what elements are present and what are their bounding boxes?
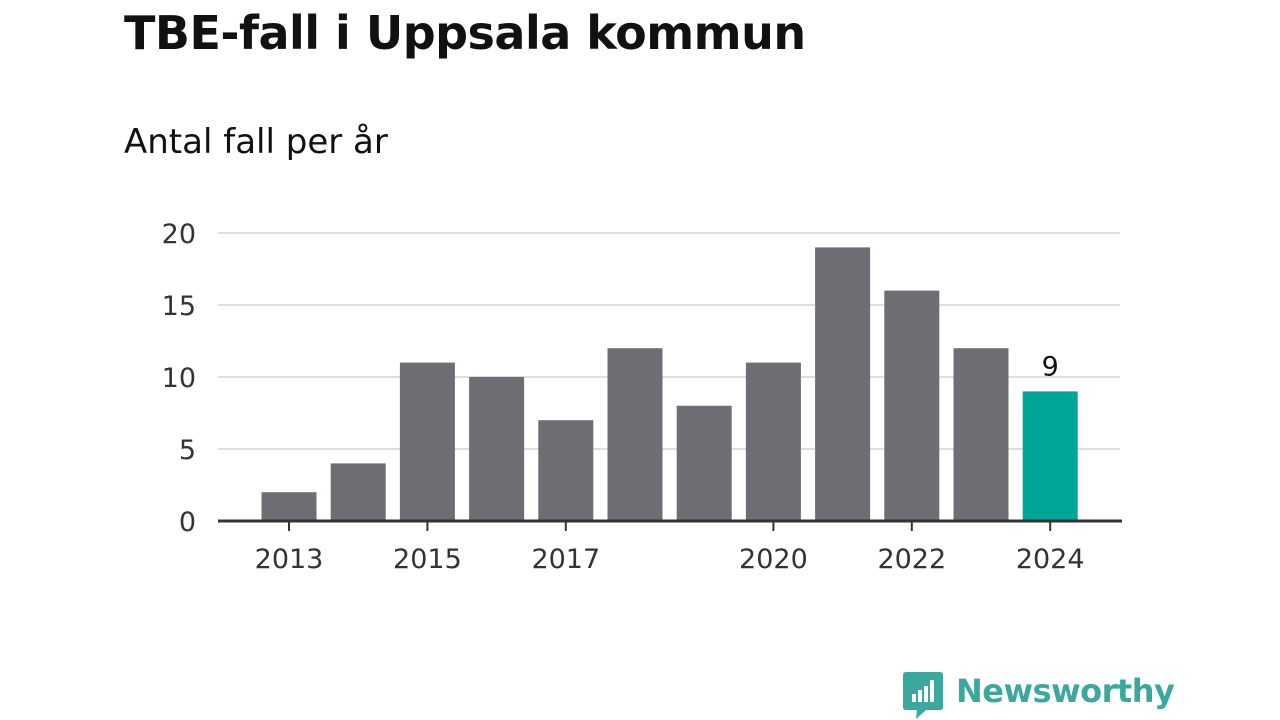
brand-name: Newsworthy	[956, 672, 1175, 710]
x-tick-label-2015: 2015	[393, 544, 462, 575]
y-tick-label-20: 20	[162, 219, 196, 250]
bar-2014	[330, 463, 386, 521]
x-tick-label-2022: 2022	[877, 544, 946, 575]
bar-2013	[261, 492, 317, 521]
chart-bubble-icon	[903, 672, 943, 719]
newsworthy-logo: Newsworthy	[902, 670, 1175, 720]
bar-2022	[884, 290, 940, 521]
chart-title: TBE-fall i Uppsala kommun	[124, 6, 806, 60]
bar-2019	[676, 405, 732, 521]
bar-2024	[1022, 391, 1078, 521]
y-tick-label-5: 5	[179, 435, 196, 466]
y-tick-label-10: 10	[162, 363, 196, 394]
x-axis	[218, 519, 1122, 531]
bar-2020	[745, 362, 801, 521]
bar-2016	[469, 377, 525, 521]
y-tick-label-15: 15	[162, 291, 196, 322]
y-tick-label-0: 0	[179, 507, 196, 538]
x-tick-label-2020: 2020	[739, 544, 808, 575]
bar-2021	[815, 247, 871, 521]
data-label-2024: 9	[1042, 351, 1059, 382]
bar-2015	[399, 362, 455, 521]
tick-labels: 0 5 10 15 20 9 2013 2015 2017 2020 2022 2024	[162, 219, 1085, 575]
bars	[261, 247, 1078, 521]
x-tick-label-2024: 2024	[1016, 544, 1085, 575]
bar-2018	[607, 348, 663, 521]
bar-2017	[538, 420, 594, 521]
bar-2023	[953, 348, 1009, 521]
x-tick-label-2013: 2013	[255, 544, 324, 575]
x-tick-label-2017: 2017	[531, 544, 600, 575]
chart-subtitle: Antal fall per år	[124, 122, 388, 162]
